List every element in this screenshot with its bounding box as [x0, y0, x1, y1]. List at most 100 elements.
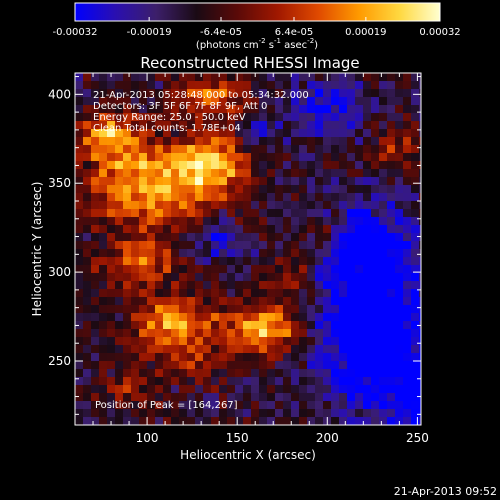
heatmap-cell: [243, 217, 251, 225]
heatmap-cell: [91, 161, 99, 169]
heatmap-cell: [107, 329, 115, 337]
heatmap-cell: [251, 89, 259, 97]
heatmap-cell: [147, 241, 155, 249]
heatmap-cell: [395, 193, 403, 201]
heatmap-cell: [395, 273, 403, 281]
heatmap-cell: [251, 313, 259, 321]
heatmap-cell: [139, 73, 147, 81]
heatmap-cell: [235, 145, 243, 153]
heatmap-cell: [195, 305, 203, 313]
heatmap-cell: [403, 249, 411, 257]
heatmap-cell: [235, 97, 243, 105]
heatmap-cell: [163, 257, 171, 265]
heatmap-cell: [75, 137, 83, 145]
heatmap-cell: [227, 401, 235, 409]
heatmap-cell: [291, 209, 299, 217]
heatmap-cell: [195, 289, 203, 297]
heatmap-cell: [251, 297, 259, 305]
heatmap-cell: [211, 249, 219, 257]
heatmap-cell: [123, 225, 131, 233]
heatmap-cell: [147, 305, 155, 313]
heatmap-cell: [163, 153, 171, 161]
heatmap-cell: [83, 369, 91, 377]
heatmap-cell: [147, 353, 155, 361]
heatmap-cell: [235, 329, 243, 337]
heatmap-cell: [155, 121, 163, 129]
heatmap-cell: [331, 153, 339, 161]
heatmap-cell: [371, 169, 379, 177]
heatmap-cell: [267, 161, 275, 169]
heatmap-cell: [187, 385, 195, 393]
heatmap-cell: [323, 121, 331, 129]
heatmap-cell: [99, 305, 107, 313]
heatmap-cell: [203, 97, 211, 105]
heatmap-cell: [83, 361, 91, 369]
heatmap-cell: [403, 265, 411, 273]
heatmap-cell: [299, 273, 307, 281]
heatmap-cell: [219, 337, 227, 345]
heatmap-cell: [339, 241, 347, 249]
heatmap-cell: [227, 121, 235, 129]
heatmap-cell: [195, 113, 203, 121]
heatmap-cell: [323, 89, 331, 97]
heatmap-cell: [131, 385, 139, 393]
heatmap-cell: [155, 161, 163, 169]
heatmap-cell: [323, 353, 331, 361]
heatmap-cell: [307, 265, 315, 273]
heatmap-cell: [131, 289, 139, 297]
heatmap-cell: [203, 289, 211, 297]
heatmap-cell: [115, 225, 123, 233]
heatmap-cell: [339, 217, 347, 225]
heatmap-cell: [75, 297, 83, 305]
heatmap-cell: [251, 321, 259, 329]
heatmap-cell: [219, 289, 227, 297]
heatmap-cell: [323, 225, 331, 233]
heatmap-cell: [323, 97, 331, 105]
heatmap-cell: [251, 273, 259, 281]
heatmap-cell: [315, 73, 323, 81]
heatmap-cell: [291, 185, 299, 193]
heatmap-cell: [371, 409, 379, 417]
heatmap-cell: [347, 393, 355, 401]
heatmap-cell: [355, 409, 363, 417]
heatmap-cell: [147, 313, 155, 321]
heatmap-cell: [235, 89, 243, 97]
heatmap-cell: [371, 377, 379, 385]
heatmap-cell: [355, 377, 363, 385]
heatmap-cell: [91, 305, 99, 313]
heatmap-cell: [307, 105, 315, 113]
heatmap-cell: [379, 337, 387, 345]
heatmap-cell: [323, 281, 331, 289]
heatmap-cell: [155, 369, 163, 377]
y-tick-label: 400: [48, 87, 71, 101]
heatmap-cell: [251, 225, 259, 233]
heatmap-cell: [195, 417, 203, 425]
heatmap-cell: [419, 105, 421, 113]
heatmap-cell: [155, 249, 163, 257]
heatmap-cell: [403, 353, 411, 361]
heatmap-cell: [251, 385, 259, 393]
heatmap-cell: [227, 385, 235, 393]
heatmap-cell: [275, 145, 283, 153]
heatmap-cell: [219, 353, 227, 361]
heatmap-cell: [99, 217, 107, 225]
heatmap-cell: [75, 217, 83, 225]
heatmap-cell: [251, 401, 259, 409]
heatmap-cell: [355, 273, 363, 281]
heatmap-cell: [187, 201, 195, 209]
heatmap-cell: [171, 161, 179, 169]
heatmap-cell: [163, 353, 171, 361]
heatmap-cell: [363, 121, 371, 129]
heatmap-cell: [155, 241, 163, 249]
heatmap-cell: [187, 417, 195, 425]
heatmap-cell: [395, 169, 403, 177]
heatmap-cell: [283, 289, 291, 297]
heatmap-cell: [387, 385, 395, 393]
heatmap-cell: [403, 297, 411, 305]
heatmap-cell: [91, 401, 99, 409]
heatmap-cell: [75, 289, 83, 297]
heatmap-cell: [347, 337, 355, 345]
heatmap-cell: [211, 129, 219, 137]
colorbar-units-label: (photons cm-2 s-1 asec-2): [196, 37, 318, 51]
heatmap-cell: [123, 289, 131, 297]
